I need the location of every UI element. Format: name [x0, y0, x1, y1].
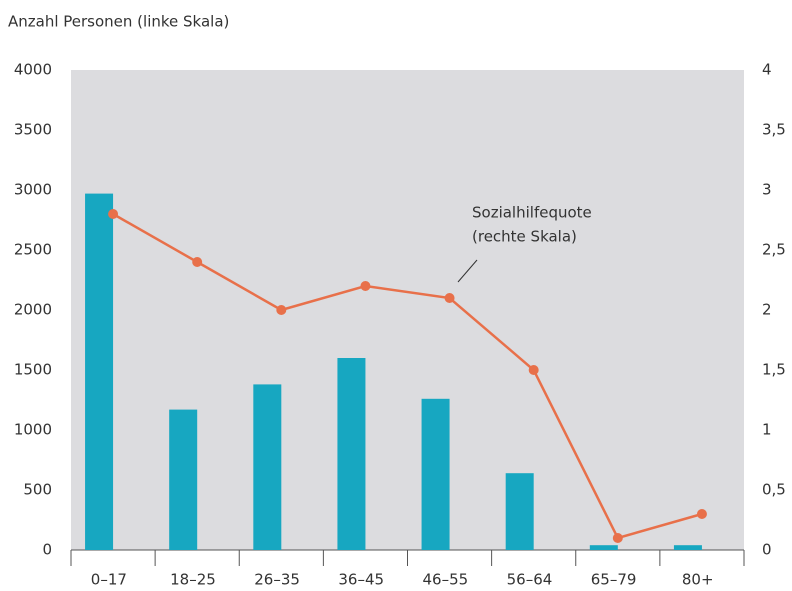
line	[112, 212, 703, 540]
x-tick-label: 56–64	[507, 571, 553, 589]
line-marker	[192, 257, 203, 267]
y-tick-label: 2000	[14, 301, 52, 319]
bar	[589, 545, 618, 550]
y2-tick-label: 2	[762, 301, 772, 319]
bar	[253, 384, 282, 550]
x-tick-label: 65–79	[591, 571, 637, 589]
line-marker	[108, 209, 119, 219]
y2-tick-label: 1,5	[762, 361, 786, 379]
line-marker	[528, 365, 539, 375]
x-tick-label: 46–55	[423, 571, 469, 589]
x-tick-label: 80+	[682, 571, 714, 589]
annotation: Sozialhilfequote	[472, 204, 592, 222]
bar	[85, 193, 114, 550]
y-tick-label: 3500	[14, 121, 52, 139]
y2-tick-label: 4	[762, 61, 772, 79]
line-marker	[696, 509, 707, 519]
y2-tick-label: 3	[762, 181, 772, 199]
bar	[337, 358, 366, 550]
y2-tick-label: 0	[762, 541, 772, 559]
line-marker	[276, 305, 287, 315]
y-tick-label: 3000	[14, 181, 52, 199]
y-axis-title: Anzahl Personen (linke Skala)	[8, 13, 229, 31]
y-tick-label: 1000	[14, 421, 52, 439]
y2-tick-label: 0,5	[762, 481, 786, 499]
annotation-leader	[457, 259, 478, 283]
y2-tick-label: 1	[762, 421, 772, 439]
bar	[673, 545, 702, 550]
line-marker	[444, 293, 455, 303]
annotation: (rechte Skala)	[472, 228, 577, 246]
bar	[169, 409, 198, 550]
line-marker	[612, 533, 623, 543]
y-tick-label: 2500	[14, 241, 52, 259]
bar	[421, 398, 450, 550]
x-tick-label: 0–17	[91, 571, 127, 589]
y-tick-label: 500	[23, 481, 52, 499]
x-tick-label: 18–25	[170, 571, 216, 589]
x-tick-label: 26–35	[254, 571, 300, 589]
y-tick-label: 1500	[14, 361, 52, 379]
y2-tick-label: 2,5	[762, 241, 786, 259]
line-marker	[360, 281, 371, 291]
bar	[505, 473, 534, 550]
y2-tick-label: 3,5	[762, 121, 786, 139]
y-tick-label: 0	[42, 541, 52, 559]
y-tick-label: 4000	[14, 61, 52, 79]
x-tick-label: 36–45	[338, 571, 384, 589]
